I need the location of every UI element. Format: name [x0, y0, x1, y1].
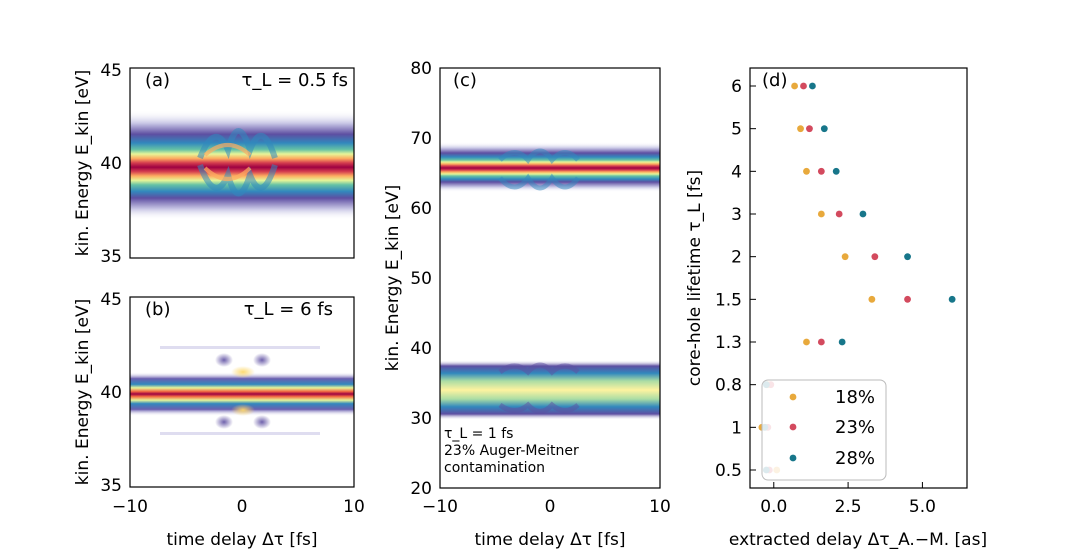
panel-d-ytick-label: 5 [731, 120, 742, 140]
panel-d-xticks: 0.0 2.5 5.0 [760, 482, 936, 517]
panel-c: (c) τ_L = 1 fs 23% Auger-Meitner contami… [383, 59, 671, 550]
legend-marker-23 [789, 423, 797, 431]
data-point-18pct-1.3 [803, 338, 810, 346]
data-point-18pct-1.5 [868, 295, 876, 303]
panel-c-ytick-30: 30 [410, 409, 432, 429]
panel-d-ytick-label: 1.3 [715, 333, 742, 353]
legend-label-28: 28% [835, 448, 875, 469]
panel-c-frame [439, 67, 661, 489]
panel-d-ytick-label: 0.5 [715, 461, 742, 481]
panel-d-label: (d) [762, 70, 787, 91]
panel-b-ytick-45: 45 [100, 290, 122, 310]
data-point-23pct-2 [871, 253, 879, 261]
panel-b-label: (b) [145, 299, 170, 320]
panel-c-ytick-20: 20 [410, 479, 432, 499]
data-point-28pct-4 [832, 167, 840, 175]
panel-c-ytick-70: 70 [410, 129, 432, 149]
panel-d-ytick-label: 0.8 [715, 376, 742, 396]
panel-b-xtick-10: 10 [343, 497, 365, 517]
panel-d-ytick-label: 4 [731, 162, 742, 182]
legend: 18% 23% 28% [761, 379, 887, 481]
data-point-18pct-6 [791, 82, 798, 90]
panel-c-annotation-line1: τ_L = 1 fs [444, 426, 513, 442]
panel-a-ylabel: kin. Energy E_kin [eV] [73, 70, 93, 256]
panel-c-xtick-m10: −10 [422, 497, 458, 517]
panel-c-xtick-0: 0 [545, 497, 556, 517]
panel-c-label: (c) [453, 70, 477, 91]
data-point-18pct-3 [817, 210, 825, 218]
data-point-18pct-2 [841, 253, 849, 261]
data-point-23pct-5 [806, 125, 813, 133]
panel-b-ytick-35: 35 [100, 476, 122, 496]
panel-d-ytick-label: 2 [731, 248, 742, 268]
panel-b-xtick-m10: −10 [112, 497, 148, 517]
panel-c-ytick-50: 50 [410, 269, 432, 289]
panel-c-ytick-40: 40 [410, 339, 432, 359]
data-point-18pct-5 [797, 125, 804, 133]
data-point-28pct-2 [904, 253, 911, 261]
legend-label-23: 23% [835, 417, 875, 438]
panel-b-xlabel: time delay Δτ [fs] [166, 530, 317, 550]
panel-d-xtick-label: 2.5 [835, 497, 862, 517]
data-point-23pct-4 [817, 167, 825, 175]
panel-a: (a) τ_L = 0.5 fs 35 40 45 kin. Energy E_… [73, 61, 355, 267]
panel-b: (b) τ_L = 6 fs 35 40 45 −10 0 10 time de… [73, 290, 365, 550]
panel-c-annotation-line2: 23% Auger-Meitner [444, 443, 579, 459]
panel-c-xtick-10: 10 [649, 497, 671, 517]
panel-a-frame [129, 67, 355, 259]
panel-b-xtick-0: 0 [237, 497, 248, 517]
legend-marker-18 [789, 393, 797, 401]
panel-d-ytick-label: 1.5 [715, 290, 742, 310]
panel-b-frame [129, 296, 355, 488]
panel-b-ytick-40: 40 [100, 383, 122, 403]
data-point-23pct-3 [835, 210, 843, 218]
panel-d-xlabel: extracted delay Δτ_A.−M. [as] [729, 530, 987, 550]
panel-b-annotation: τ_L = 6 fs [244, 299, 333, 320]
legend-label-18: 18% [835, 387, 875, 408]
data-point-23pct-6 [800, 82, 807, 90]
data-point-18pct-4 [803, 167, 810, 175]
panel-a-heatmap [130, 110, 354, 220]
data-point-28pct-3 [859, 210, 867, 218]
panel-d-xtick-label: 0.0 [760, 497, 787, 517]
panel-c-ylabel: kin. Energy E_kin [eV] [383, 185, 403, 371]
panel-d-ytick-label: 6 [731, 77, 742, 97]
panel-c-ytick-60: 60 [410, 199, 432, 219]
panel-c-heatmap [440, 142, 660, 420]
panel-a-label: (a) [145, 70, 170, 91]
data-point-23pct-1.3 [817, 338, 825, 346]
panel-c-annotation-line3: contamination [444, 460, 545, 476]
panel-b-heatmap [130, 297, 354, 487]
panel-a-ytick-45: 45 [100, 61, 122, 81]
panel-d-xtick-label: 5.0 [909, 497, 936, 517]
panel-a-ytick-40: 40 [100, 154, 122, 174]
data-point-23pct-1.5 [904, 295, 911, 303]
panel-d: (d) 0.5 1 0.8 1.3 1.5 2 3 4 5 6 0.0 2.5 5.0 extract… [685, 67, 987, 550]
panel-c-ytick-80: 80 [410, 59, 432, 79]
panel-d-yticks: 0.5 1 0.8 1.3 1.5 2 3 4 5 6 [715, 77, 756, 481]
panel-a-annotation: τ_L = 0.5 fs [242, 70, 348, 91]
data-point-28pct-1.5 [948, 295, 956, 303]
panel-d-frame [749, 67, 968, 489]
panel-d-ytick-label: 1 [731, 418, 742, 438]
panel-d-ylabel: core-hole lifetime τ_L [fs] [685, 170, 705, 386]
panel-d-ytick-label: 3 [731, 205, 742, 225]
legend-marker-28 [789, 454, 797, 462]
panel-b-ylabel: kin. Energy E_kin [eV] [73, 299, 93, 485]
panel-c-xlabel: time delay Δτ [fs] [474, 530, 625, 550]
data-point-28pct-5 [820, 125, 828, 133]
panel-a-ytick-35: 35 [100, 247, 122, 267]
data-point-28pct-1.3 [838, 338, 846, 346]
data-point-28pct-6 [809, 82, 816, 90]
